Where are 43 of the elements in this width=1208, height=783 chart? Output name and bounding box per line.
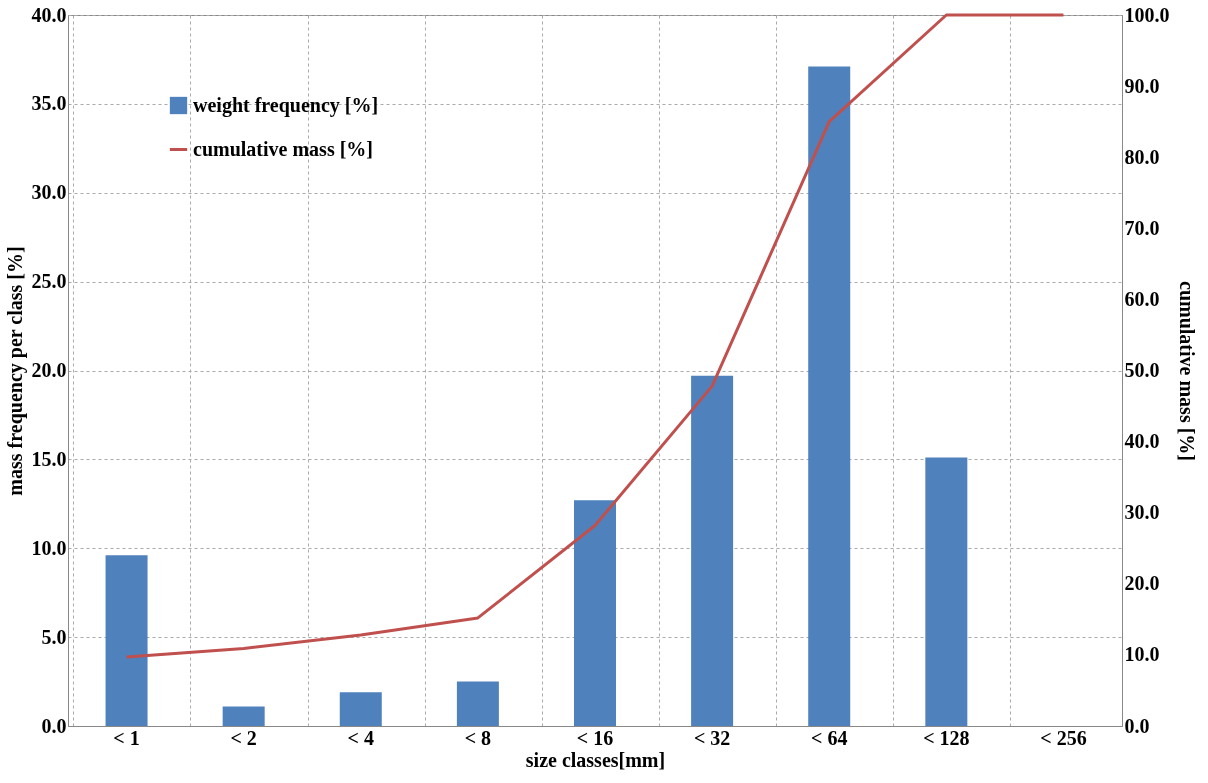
y2-tick-label: 0.0 — [1124, 714, 1150, 737]
y-tick-label: 40.0 — [31, 3, 67, 26]
bar — [691, 375, 734, 726]
bar — [222, 706, 265, 726]
y2-tick-label: 80.0 — [1124, 145, 1160, 168]
y-tick-label: 35.0 — [31, 92, 67, 115]
bar — [456, 681, 499, 726]
y-tick-label: 5.0 — [41, 625, 67, 648]
y2-tick-label: 50.0 — [1124, 359, 1160, 381]
y-tick-label: 15.0 — [31, 447, 67, 470]
y-tick-label: 25.0 — [31, 270, 67, 293]
y-axis-title: mass frequency per class [%] — [3, 246, 27, 496]
y2-tick-label: 20.0 — [1124, 572, 1160, 595]
y2-tick-label: 90.0 — [1124, 74, 1160, 97]
y-tick-label: 0.0 — [41, 714, 67, 737]
x-tick-label: < 32 — [693, 726, 731, 749]
legend-label: weight frequency [%] — [193, 93, 379, 117]
y2-tick-label: 60.0 — [1124, 287, 1160, 310]
y2-tick-label: 70.0 — [1124, 216, 1160, 239]
x-tick-label: < 2 — [230, 726, 257, 749]
bar — [925, 457, 968, 726]
legend-label: cumulative mass [%] — [193, 137, 373, 160]
x-tick-label: < 1 — [113, 726, 140, 749]
y-tick-label: 20.0 — [31, 359, 67, 381]
y-tick-label: 10.0 — [31, 536, 67, 559]
x-tick-label: < 8 — [464, 726, 492, 749]
y2-tick-label: 40.0 — [1124, 430, 1160, 453]
bar — [339, 692, 382, 726]
x-tick-label: < 16 — [576, 726, 614, 749]
x-tick-label: < 64 — [811, 726, 848, 749]
y2-tick-label: 30.0 — [1124, 501, 1160, 524]
x-axis-title: size classes[mm] — [525, 748, 666, 771]
x-tick-label: < 4 — [347, 726, 374, 749]
x-tick-label: < 256 — [1040, 726, 1087, 749]
y-tick-label: 30.0 — [31, 181, 67, 204]
bar — [574, 500, 616, 726]
y2-axis-title: cumulative mass [%] — [1175, 281, 1198, 461]
y2-tick-label: 100.0 — [1124, 3, 1170, 26]
bar — [105, 555, 148, 726]
bar — [808, 66, 851, 726]
line-series — [125, 13, 1065, 659]
x-tick-label: < 128 — [923, 726, 970, 749]
y2-tick-label: 10.0 — [1124, 643, 1160, 666]
